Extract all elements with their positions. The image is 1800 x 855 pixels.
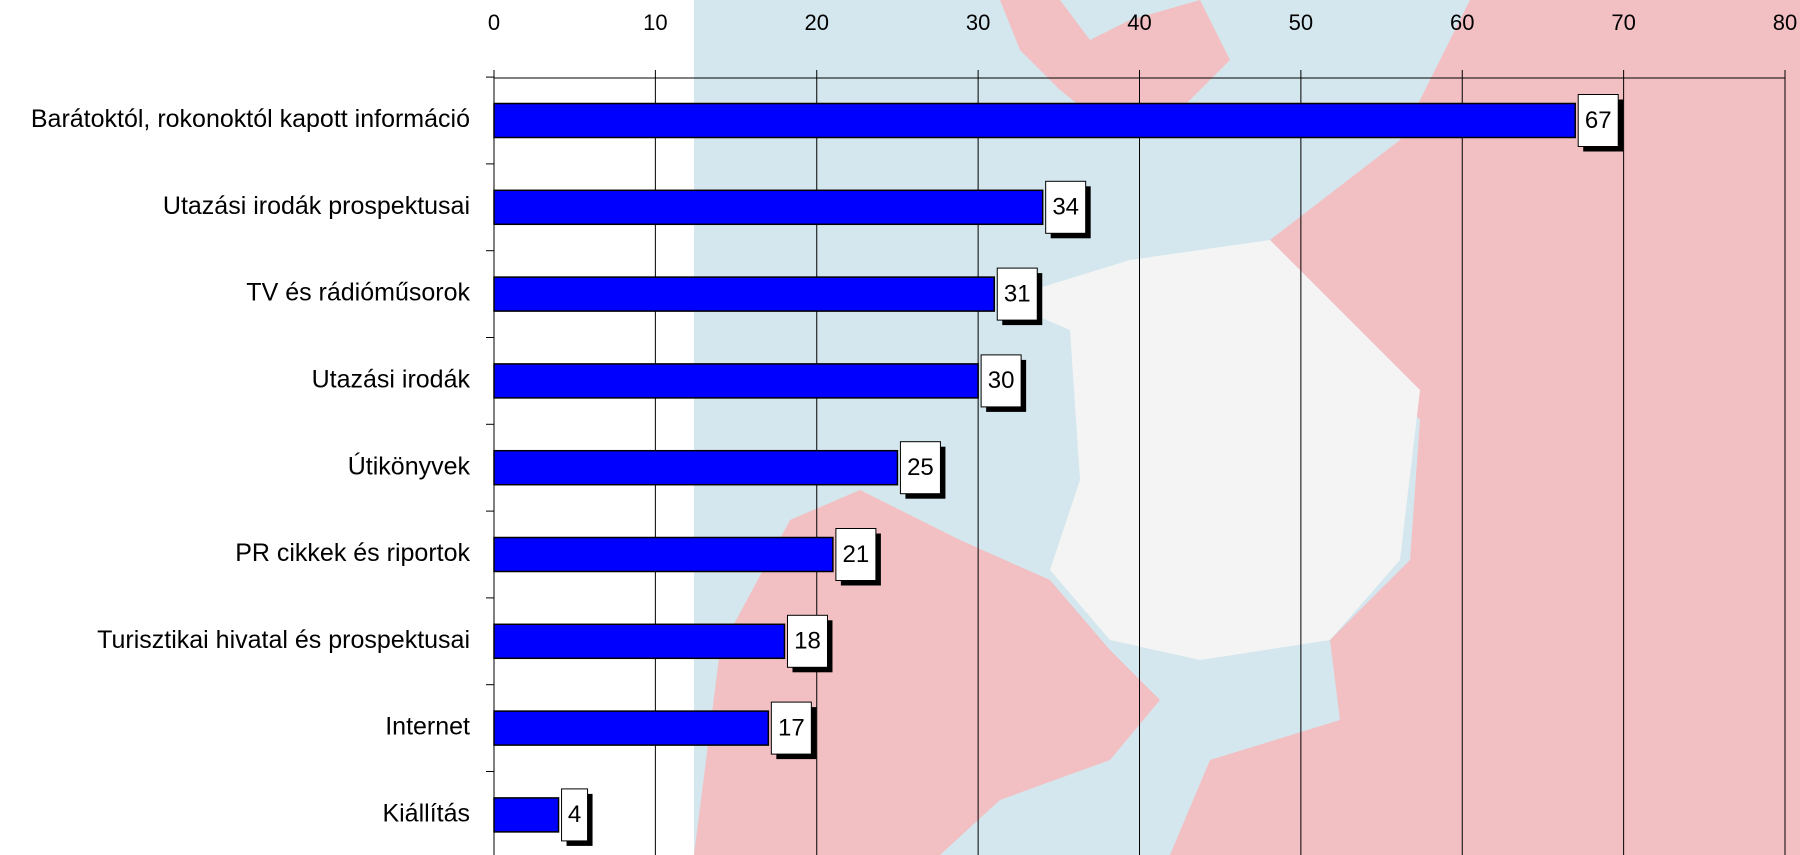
value-label-box [996,267,1038,321]
value-label-box [835,528,877,581]
land-highlight [1000,240,1420,660]
bar [493,363,979,399]
land [694,490,1160,855]
value-label-box [770,701,812,755]
value-label: 30 [988,367,1015,394]
y-tick-label: TV és rádióműsorok [246,279,470,307]
value-label-box [561,788,589,842]
value-label: 18 [794,628,821,655]
value-label-box [1577,94,1619,147]
x-tick-label: 40 [1127,10,1151,35]
bar [493,276,996,312]
value-label: 25 [907,454,934,481]
value-label: 34 [1052,194,1079,221]
x-tick-label: 60 [1450,10,1474,35]
y-tick-label: Turisztikai hivatal és prospektusai [97,626,470,654]
value-label: 67 [1585,107,1612,134]
value-label-box [899,441,941,495]
bar [493,623,786,660]
y-tick-label: Útikönyvek [348,451,471,480]
x-tick-label: 10 [643,10,667,35]
value-label: 31 [1004,280,1031,307]
bar [493,189,1044,226]
value-label: 21 [843,541,870,568]
x-tick-label: 70 [1611,10,1635,35]
value-label-box [980,354,1022,408]
x-tick-label: 50 [1289,10,1313,35]
value-label-box [786,614,828,668]
land [1000,0,1230,130]
x-tick-label: 80 [1773,10,1797,35]
bar [493,797,560,833]
y-tick-label: Kiállítás [382,800,470,828]
bar [493,449,899,486]
bar [493,536,834,573]
value-label: 4 [568,801,581,828]
bar [493,710,770,746]
bar [493,102,1576,139]
land [1170,0,1800,855]
y-tick-label: Utazási irodák prospektusai [163,192,470,220]
y-tick-label: Barátoktól, rokonoktól kapott információ [31,105,470,133]
x-tick-label: 30 [966,10,990,35]
x-tick-label: 20 [805,10,829,35]
y-tick-label: Internet [385,713,470,741]
y-tick-label: Utazási irodák [312,366,471,394]
x-tick-label: 0 [488,10,500,35]
y-tick-label: PR cikkek és riportok [235,539,470,567]
value-label: 17 [778,714,805,741]
value-label-box [1045,180,1087,234]
